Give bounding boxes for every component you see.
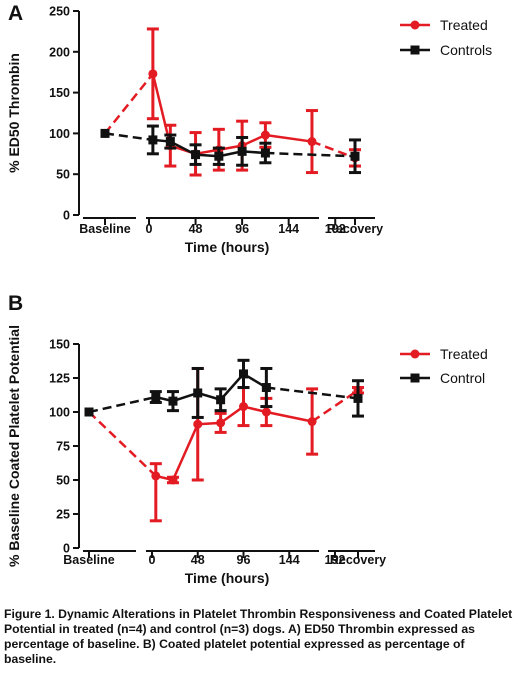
x-tick-label: 192 bbox=[325, 553, 346, 567]
data-point-control bbox=[100, 128, 110, 138]
y-tick-label: 250 bbox=[49, 5, 70, 19]
y-tick-label: 100 bbox=[49, 406, 70, 420]
legend-marker-circle bbox=[410, 20, 420, 30]
legend-label: Treated bbox=[440, 346, 488, 362]
data-point-control bbox=[350, 151, 360, 161]
data-point-control bbox=[168, 396, 178, 406]
x-tick-label: Recovery bbox=[327, 222, 383, 236]
y-tick-label: 50 bbox=[56, 474, 70, 488]
y-tick-label: 125 bbox=[49, 372, 70, 386]
series-line-segment bbox=[104, 132, 154, 142]
y-tick-label: 50 bbox=[56, 168, 70, 182]
x-tick-label: 0 bbox=[146, 222, 153, 236]
legend-marker-square bbox=[410, 373, 420, 383]
data-point-treated bbox=[307, 137, 317, 147]
y-tick-label: 150 bbox=[49, 86, 70, 100]
data-point-treated bbox=[260, 130, 270, 140]
y-tick-label: 75 bbox=[56, 440, 70, 454]
series-line-segment bbox=[266, 386, 359, 400]
data-point-control bbox=[151, 392, 161, 402]
data-point-treated bbox=[216, 418, 226, 428]
series-line-segment bbox=[88, 411, 157, 477]
data-point-treated bbox=[168, 475, 178, 485]
x-tick-label: Baseline bbox=[63, 553, 114, 567]
data-point-treated bbox=[238, 402, 248, 412]
x-tick-label: 192 bbox=[325, 222, 346, 236]
series-line-segment bbox=[104, 73, 154, 135]
x-tick-label: 96 bbox=[235, 222, 249, 236]
data-point-control bbox=[214, 151, 224, 161]
x-tick-label: 48 bbox=[191, 553, 205, 567]
x-axis-title: Time (hours) bbox=[185, 570, 270, 586]
y-tick-label: 0 bbox=[63, 542, 70, 556]
data-point-control bbox=[193, 388, 203, 398]
chart-a: 0 50 100 150 200 250 Baseline 0 48 96 144 192Recove… bbox=[6, 5, 492, 256]
data-point-control bbox=[216, 395, 226, 405]
y-tick-label: 0 bbox=[63, 209, 70, 223]
data-point-control bbox=[237, 146, 247, 156]
y-axis-title: % Baseline Coated Platelet Potential bbox=[6, 325, 22, 567]
legend-label: Control bbox=[440, 370, 485, 386]
legend-marker-square bbox=[410, 45, 420, 55]
x-tick-label: 144 bbox=[278, 222, 299, 236]
series-line-segment bbox=[311, 389, 359, 423]
series-line-segment bbox=[266, 410, 313, 423]
series-line-segment bbox=[219, 405, 245, 424]
panel-a-label: A bbox=[8, 2, 24, 25]
series-line-segment bbox=[171, 423, 199, 481]
x-tick-label: Baseline bbox=[79, 222, 130, 236]
data-point-control bbox=[261, 383, 271, 393]
data-point-control bbox=[238, 369, 248, 379]
y-tick-label: 200 bbox=[49, 45, 70, 59]
series-line-segment bbox=[88, 395, 157, 414]
x-tick-label: 48 bbox=[189, 222, 203, 236]
data-point-control bbox=[191, 150, 201, 160]
figure-caption: Figure 1. Dynamic Alterations in Platele… bbox=[4, 607, 513, 666]
legend-label: Treated bbox=[440, 17, 488, 33]
x-axis-title: Time (hours) bbox=[185, 239, 270, 255]
data-point-control bbox=[353, 393, 363, 403]
series-line-segment bbox=[265, 151, 356, 158]
data-point-treated bbox=[261, 407, 271, 417]
y-axis-title: % ED50 Thrombin bbox=[6, 53, 22, 173]
series-line-segment bbox=[311, 140, 356, 160]
x-tick-label: 144 bbox=[279, 553, 300, 567]
data-point-control bbox=[148, 135, 158, 145]
x-tick-label: 0 bbox=[149, 553, 156, 567]
legend-label: Controls bbox=[440, 42, 492, 58]
series-line-segment bbox=[265, 133, 313, 143]
data-point-treated bbox=[193, 419, 203, 429]
data-point-control bbox=[84, 407, 94, 417]
data-point-control bbox=[165, 137, 175, 147]
x-tick-label: 96 bbox=[237, 553, 251, 567]
panel-b-label: B bbox=[8, 292, 24, 315]
y-tick-label: 25 bbox=[56, 508, 70, 522]
x-tick-label: Recovery bbox=[330, 553, 386, 567]
data-point-treated bbox=[151, 471, 161, 481]
y-tick-label: 150 bbox=[49, 338, 70, 352]
data-point-treated bbox=[307, 417, 317, 427]
legend-marker-circle bbox=[410, 349, 420, 359]
data-point-control bbox=[260, 148, 270, 158]
y-tick-label: 100 bbox=[49, 127, 70, 141]
data-point-treated bbox=[148, 69, 158, 79]
